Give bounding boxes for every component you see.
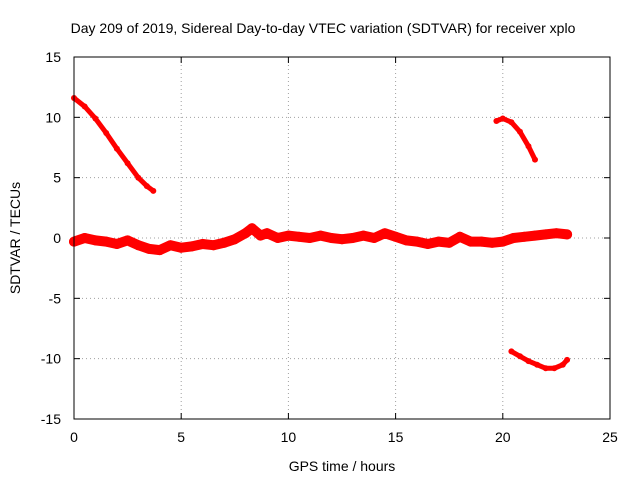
- data-point-2-0: [508, 348, 515, 355]
- data-point-3-30: [379, 228, 390, 239]
- data-point-2-6: [559, 361, 566, 368]
- x-tick-label: 15: [388, 429, 404, 445]
- data-point-3-14: [219, 237, 230, 248]
- data-point-0-6: [135, 174, 142, 181]
- data-point-3-8: [154, 245, 165, 256]
- data-point-3-29: [369, 233, 380, 243]
- data-point-3-44: [530, 230, 540, 241]
- data-point-3-5: [122, 235, 133, 246]
- chart-title: Day 209 of 2019, Sidereal Day-to-day VTE…: [71, 20, 576, 36]
- data-point-3-41: [497, 236, 508, 247]
- data-point-3-10: [176, 242, 187, 253]
- axis-ticks: 0 5 10 15 20 25 -15 -10 -5 0 5 10 15: [41, 49, 618, 445]
- series-arc-early-decreasing: [71, 95, 156, 194]
- data-point-3-42: [508, 233, 519, 243]
- x-tick-label: 10: [281, 429, 297, 445]
- y-tick-label: 10: [45, 109, 61, 125]
- data-point-0-8: [150, 187, 157, 194]
- data-point-3-9: [165, 240, 176, 251]
- data-point-3-39: [476, 236, 487, 247]
- data-point-3-19: [262, 228, 272, 239]
- data-point-3-17: [247, 223, 257, 234]
- data-point-3-35: [433, 236, 444, 247]
- data-point-1-0: [493, 118, 500, 124]
- data-point-3-4: [111, 239, 122, 249]
- y-tick-label: -5: [49, 290, 62, 306]
- series-arc-late-decreasing: [493, 116, 538, 163]
- data-point-3-1: [79, 233, 90, 243]
- data-point-3-34: [422, 239, 433, 249]
- data-point-3-40: [487, 237, 498, 248]
- x-axis-label: GPS time / hours: [289, 458, 396, 474]
- data-point-3-25: [326, 233, 337, 243]
- x-tick-label: 5: [177, 429, 185, 445]
- data-point-3-23: [304, 233, 315, 243]
- y-tick-label: 15: [45, 49, 61, 65]
- data-point-0-5: [124, 160, 131, 167]
- data-point-3-46: [551, 228, 562, 239]
- data-point-2-2: [525, 358, 532, 365]
- data-point-3-6: [133, 240, 144, 251]
- data-point-3-36: [444, 237, 455, 248]
- data-point-3-22: [294, 231, 305, 242]
- data-point-3-47: [562, 229, 573, 240]
- data-point-3-2: [90, 235, 101, 246]
- data-point-3-27: [347, 233, 358, 243]
- data-point-3-37: [454, 231, 465, 242]
- data-point-1-1: [499, 115, 506, 122]
- y-tick-label: 5: [53, 170, 61, 186]
- data-point-0-1: [81, 103, 88, 110]
- x-tick-label: 25: [602, 429, 618, 445]
- data-point-3-12: [197, 239, 208, 249]
- data-point-3-26: [337, 234, 347, 245]
- data-point-3-7: [144, 243, 154, 254]
- data-point-3-28: [358, 230, 369, 241]
- data-point-2-1: [517, 353, 523, 360]
- y-axis-label: SDTVAR / TECUs: [7, 182, 23, 294]
- data-point-3-3: [101, 236, 112, 247]
- data-point-1-4: [525, 143, 532, 150]
- data-point-3-24: [315, 230, 326, 241]
- data-point-3-45: [540, 229, 551, 240]
- y-tick-label: -15: [41, 411, 61, 427]
- data-point-3-33: [412, 236, 422, 247]
- data-point-2-5: [551, 365, 558, 372]
- data-point-2-4: [542, 365, 549, 372]
- data-point-3-11: [186, 241, 197, 252]
- data-point-1-5: [532, 156, 538, 163]
- x-tick-label: 20: [495, 429, 511, 445]
- data-point-3-15: [229, 234, 240, 245]
- data-series: [69, 95, 573, 372]
- x-tick-label: 0: [70, 429, 78, 445]
- data-point-3-31: [390, 231, 401, 242]
- data-point-1-3: [517, 128, 523, 135]
- data-point-3-32: [401, 235, 412, 246]
- data-point-3-38: [465, 236, 476, 247]
- plot-frame: [73, 56, 611, 420]
- y-tick-label: -10: [41, 351, 61, 367]
- data-point-3-20: [272, 233, 283, 243]
- data-point-1-2: [508, 119, 515, 126]
- data-point-2-7: [564, 356, 571, 363]
- data-point-0-3: [103, 130, 110, 136]
- data-point-0-2: [92, 115, 99, 122]
- data-point-2-3: [534, 361, 541, 368]
- data-point-3-13: [208, 240, 219, 251]
- data-point-0-4: [113, 145, 120, 152]
- data-point-3-21: [283, 230, 294, 241]
- y-tick-label: 0: [53, 230, 61, 246]
- data-point-0-7: [143, 183, 150, 190]
- data-point-3-43: [519, 231, 530, 242]
